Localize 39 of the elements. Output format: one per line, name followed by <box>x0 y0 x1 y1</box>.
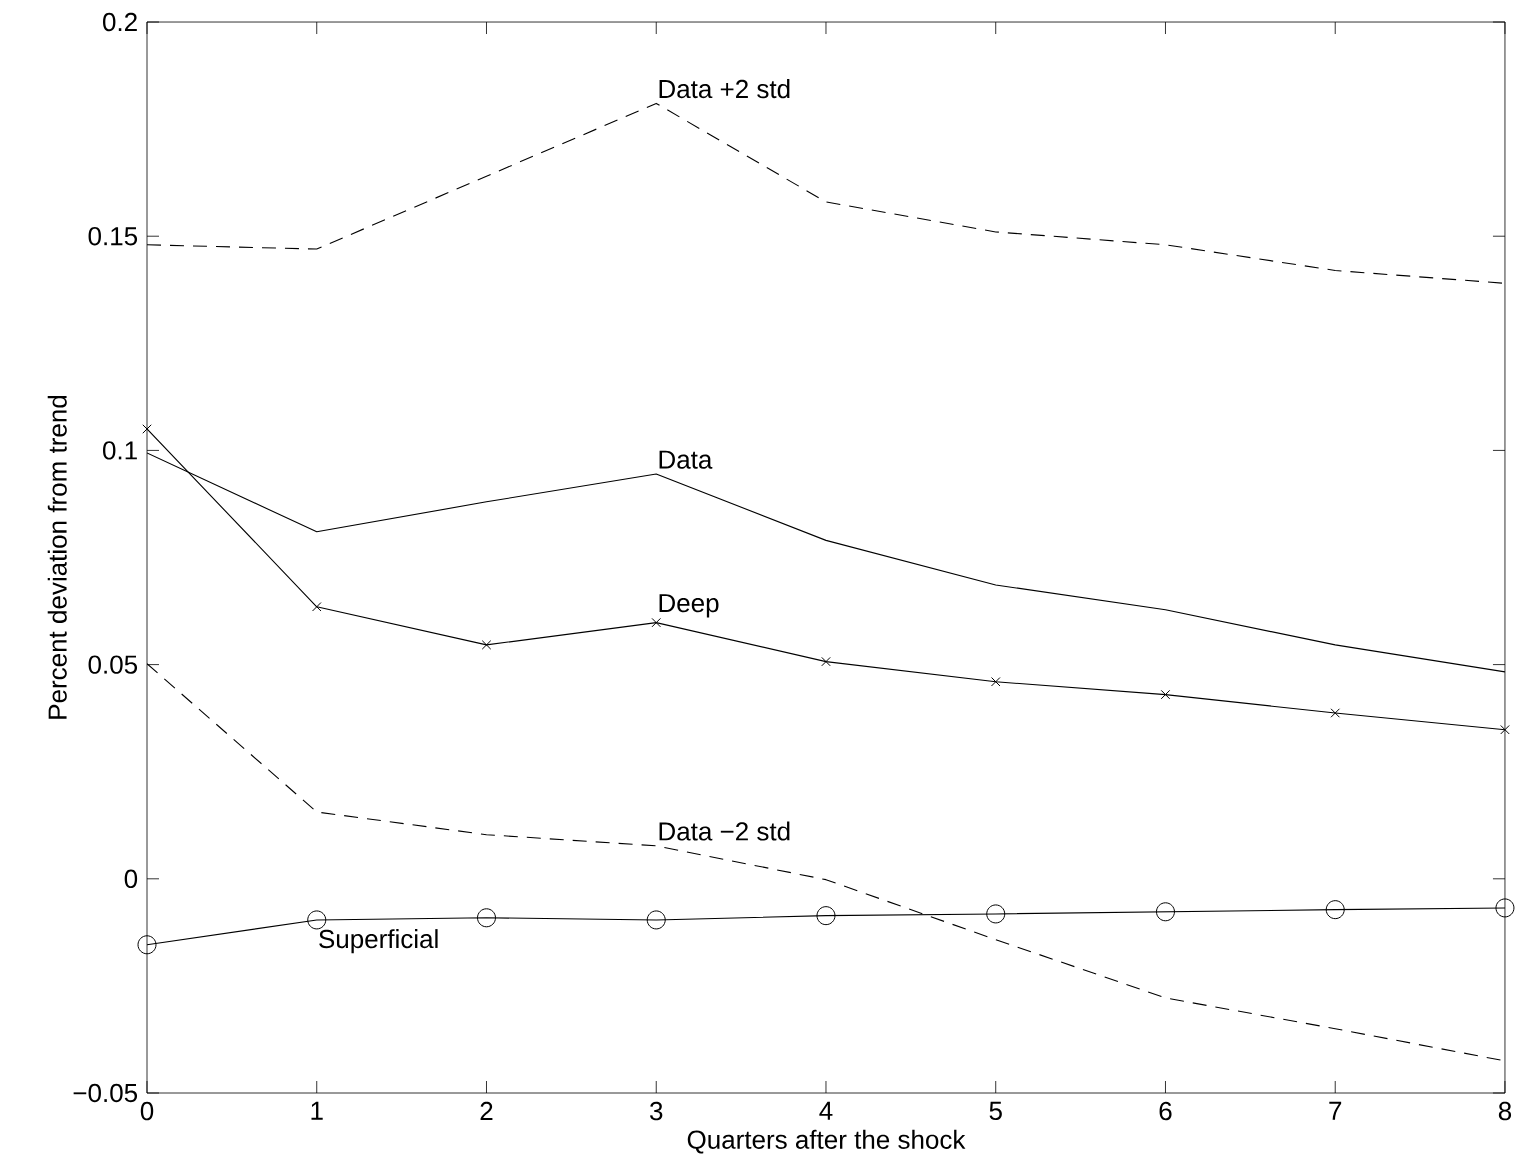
point <box>1325 900 1345 920</box>
x-tick-label: 5 <box>989 1101 1002 1120</box>
point <box>821 656 831 667</box>
y-tick-label: 0.05 <box>88 655 138 674</box>
point <box>1160 689 1171 700</box>
x-tick-label: 0 <box>140 1101 154 1121</box>
y-tick-label: −0.05 <box>73 1083 138 1103</box>
y-tick-label: 0 <box>124 869 138 888</box>
point <box>646 910 666 930</box>
y-axis-title: Percent deviation from trend <box>47 395 67 719</box>
point <box>816 906 836 926</box>
point <box>1330 708 1340 718</box>
point <box>1155 902 1175 922</box>
series-label: Data +2 std <box>659 79 790 99</box>
x-tick-label: 2 <box>480 1101 493 1121</box>
point <box>1500 724 1510 735</box>
point <box>1495 898 1515 918</box>
point <box>312 602 322 612</box>
point <box>307 910 327 930</box>
series-label: Data <box>659 450 713 469</box>
point <box>986 904 1006 924</box>
y-tick-label: 0.1 <box>103 441 137 460</box>
x-axis-title: Quarters after the shock <box>687 1129 966 1154</box>
x-tick-label: 7 <box>1329 1101 1342 1120</box>
x-tick-label: 3 <box>649 1101 663 1121</box>
series-label: Deep <box>659 594 719 618</box>
y-tick-label: 0.15 <box>88 227 138 246</box>
point <box>137 935 157 955</box>
point <box>990 677 1001 687</box>
series-label: Superficial <box>319 929 438 954</box>
x-tick-label: 8 <box>1498 1101 1512 1121</box>
point <box>476 908 496 928</box>
y-tick-label: 0.2 <box>103 12 137 32</box>
x-tick-label: 4 <box>819 1101 833 1120</box>
point <box>481 640 492 650</box>
series-label: Data −2 std <box>659 821 790 841</box>
x-tick-label: 1 <box>311 1101 323 1120</box>
point <box>651 617 661 628</box>
x-tick-label: 6 <box>1159 1101 1172 1121</box>
